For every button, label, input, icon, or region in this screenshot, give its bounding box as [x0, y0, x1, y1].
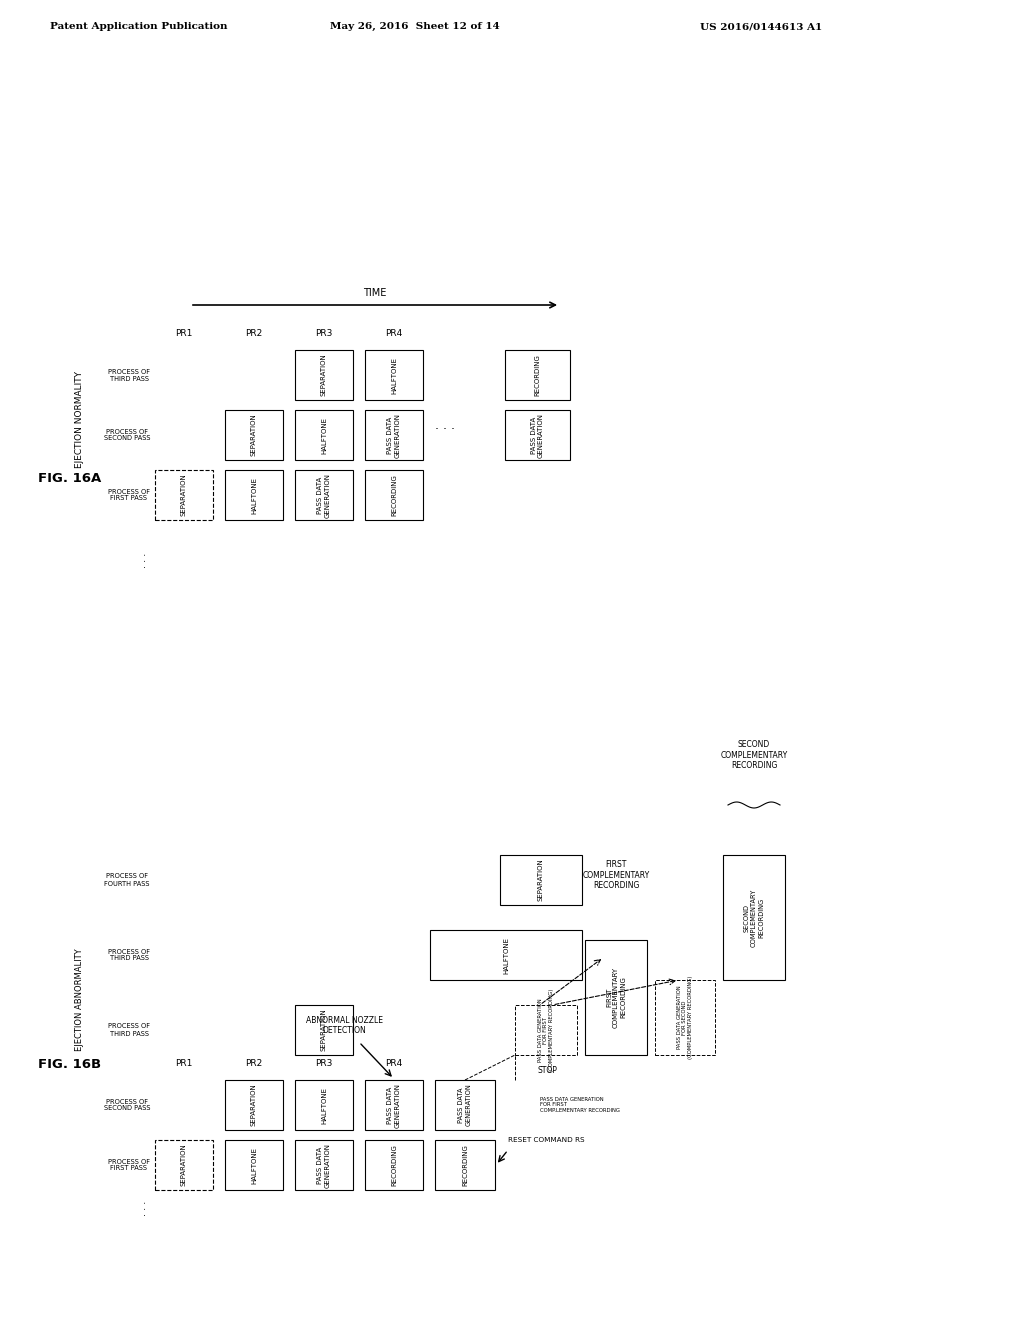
- Text: PROCESS OF
FIRST PASS: PROCESS OF FIRST PASS: [108, 1159, 150, 1172]
- Text: PROCESS OF
SECOND PASS: PROCESS OF SECOND PASS: [103, 429, 150, 441]
- Bar: [295, 411, 353, 459]
- Text: TIME: TIME: [364, 288, 387, 298]
- Bar: [515, 1005, 577, 1055]
- Text: PR2: PR2: [246, 1059, 262, 1068]
- Text: SEPARATION: SEPARATION: [251, 1084, 257, 1126]
- Text: HALFTONE: HALFTONE: [251, 477, 257, 513]
- Text: HALFTONE: HALFTONE: [321, 1086, 327, 1123]
- Text: FIG. 16B: FIG. 16B: [38, 1059, 101, 1072]
- Bar: [435, 1080, 495, 1130]
- Bar: [295, 470, 353, 520]
- Bar: [295, 350, 353, 400]
- Text: HALFTONE: HALFTONE: [251, 1147, 257, 1184]
- Bar: [295, 1005, 353, 1055]
- Bar: [295, 1080, 353, 1130]
- Bar: [723, 855, 785, 979]
- Text: RECORDING: RECORDING: [535, 354, 541, 396]
- Text: PASS DATA GENERATION
FOR SECOND
(COMPLEMENTARY RECORDING): PASS DATA GENERATION FOR SECOND (COMPLEM…: [677, 975, 693, 1059]
- Text: PROCESS OF
THIRD PASS: PROCESS OF THIRD PASS: [108, 1023, 150, 1036]
- Text: PASS DATA
GENERATION: PASS DATA GENERATION: [317, 1143, 331, 1188]
- Bar: [225, 470, 283, 520]
- Text: PR3: PR3: [315, 329, 333, 338]
- Bar: [585, 940, 647, 1055]
- Bar: [225, 1140, 283, 1191]
- Text: PASS DATA GENERATION
FOR FIRST
COMP.LEMENTARY RECORDING: PASS DATA GENERATION FOR FIRST COMP.LEME…: [540, 1097, 620, 1113]
- Text: PASS DATA GENERATION
FOR FIRST
(COMPLEMENTARY RECORDING): PASS DATA GENERATION FOR FIRST (COMPLEME…: [538, 989, 554, 1072]
- Text: PASS DATA
GENERATION: PASS DATA GENERATION: [317, 473, 331, 517]
- Text: PR3: PR3: [315, 1059, 333, 1068]
- Text: Patent Application Publication: Patent Application Publication: [50, 22, 227, 30]
- Text: ABNORMAL NOZZLE
DETECTION: ABNORMAL NOZZLE DETECTION: [305, 1015, 383, 1035]
- Text: HALFTONE: HALFTONE: [503, 936, 509, 974]
- Text: PR1: PR1: [175, 1059, 193, 1068]
- Bar: [365, 470, 423, 520]
- Bar: [295, 1140, 353, 1191]
- Bar: [435, 1140, 495, 1191]
- Text: May 26, 2016  Sheet 12 of 14: May 26, 2016 Sheet 12 of 14: [330, 22, 500, 30]
- Text: PASS DATA
GENERATION: PASS DATA GENERATION: [387, 412, 400, 458]
- Text: . . .: . . .: [435, 418, 455, 432]
- Text: RECORDING: RECORDING: [391, 474, 397, 516]
- Text: EJECTION NORMALITY: EJECTION NORMALITY: [76, 371, 85, 469]
- Text: PR4: PR4: [385, 1059, 402, 1068]
- Bar: [505, 411, 570, 459]
- Text: FIG. 16A: FIG. 16A: [38, 471, 101, 484]
- Bar: [430, 931, 582, 979]
- Text: . . .: . . .: [138, 1200, 148, 1216]
- Text: HALFTONE: HALFTONE: [321, 417, 327, 454]
- Text: RESET COMMAND RS: RESET COMMAND RS: [508, 1137, 585, 1143]
- Text: EJECTION ABNORMALITY: EJECTION ABNORMALITY: [76, 949, 85, 1051]
- Text: US 2016/0144613 A1: US 2016/0144613 A1: [700, 22, 822, 30]
- Text: PROCESS OF
SECOND PASS: PROCESS OF SECOND PASS: [103, 1098, 150, 1111]
- Text: SECOND
COMPLEMENTARY
RECORDING: SECOND COMPLEMENTARY RECORDING: [744, 888, 764, 946]
- Bar: [365, 350, 423, 400]
- Bar: [365, 1140, 423, 1191]
- Bar: [155, 1140, 213, 1191]
- Text: SEPARATION: SEPARATION: [321, 1008, 327, 1051]
- Text: FIRST
COMPLEMENTARY
RECORDING: FIRST COMPLEMENTARY RECORDING: [583, 861, 649, 890]
- Text: PROCESS OF
THIRD PASS: PROCESS OF THIRD PASS: [108, 368, 150, 381]
- Bar: [655, 979, 715, 1055]
- Text: SECOND
COMPLEMENTARY
RECORDING: SECOND COMPLEMENTARY RECORDING: [720, 741, 787, 770]
- Text: PROCESS OF
FOURTH PASS: PROCESS OF FOURTH PASS: [104, 874, 150, 887]
- Bar: [365, 411, 423, 459]
- Bar: [505, 350, 570, 400]
- Bar: [225, 1080, 283, 1130]
- Text: PASS DATA
GENERATION: PASS DATA GENERATION: [459, 1084, 471, 1126]
- Text: PROCESS OF
FIRST PASS: PROCESS OF FIRST PASS: [108, 488, 150, 502]
- Bar: [225, 411, 283, 459]
- Text: SEPARATION: SEPARATION: [251, 413, 257, 457]
- Text: SEPARATION: SEPARATION: [181, 1143, 187, 1187]
- Text: . . .: . . .: [138, 552, 148, 568]
- Text: PR4: PR4: [385, 329, 402, 338]
- Bar: [365, 1080, 423, 1130]
- Text: PASS DATA
GENERATION: PASS DATA GENERATION: [531, 412, 544, 458]
- Text: SEPARATION: SEPARATION: [538, 858, 544, 902]
- Text: SEPARATION: SEPARATION: [181, 474, 187, 516]
- Text: FIRST
COMPLEMENTARY
RECORDING: FIRST COMPLEMENTARY RECORDING: [606, 968, 626, 1028]
- Text: STOP: STOP: [538, 1067, 558, 1074]
- Text: PR2: PR2: [246, 329, 262, 338]
- Text: RECORDING: RECORDING: [462, 1144, 468, 1185]
- Text: PR1: PR1: [175, 329, 193, 338]
- Text: PROCESS OF
THIRD PASS: PROCESS OF THIRD PASS: [108, 949, 150, 961]
- Bar: [155, 470, 213, 520]
- Text: RECORDING: RECORDING: [391, 1144, 397, 1185]
- Bar: [500, 855, 582, 906]
- Text: PASS DATA
GENERATION: PASS DATA GENERATION: [387, 1082, 400, 1127]
- Text: SEPARATION: SEPARATION: [321, 354, 327, 396]
- Text: HALFTONE: HALFTONE: [391, 356, 397, 393]
